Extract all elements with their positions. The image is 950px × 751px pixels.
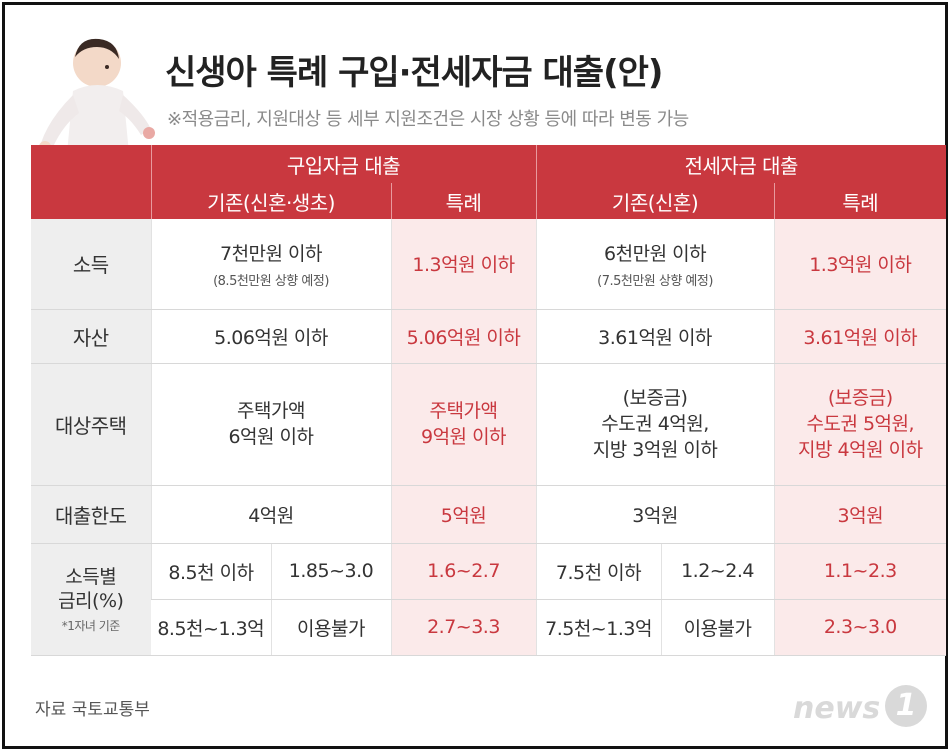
cell-rate2-jeonse-income: 7.5천~1.3억 xyxy=(535,599,662,656)
row-housing: 대상주택 주택가액 6억원 이하 주택가액 9억원 이하 (보증금) 수도권 4… xyxy=(31,363,947,486)
header-jeonse-existing: 기존(신혼) xyxy=(535,183,775,219)
cell-limit-jeonse-special: 3억원 xyxy=(773,485,947,544)
row-rate-2: 8.5천~1.3억 이용불가 2.7~3.3 7.5천~1.3억 이용불가 2.… xyxy=(31,599,947,656)
housing-jeonse-existing-line3: 지방 3억원 이하 xyxy=(592,439,718,461)
cell-rate1-jeonse-rate: 1.2~2.4 xyxy=(660,543,775,600)
loan-comparison-table: 구입자금 대출 전세자금 대출 기존(신혼·생초) 특례 기존(신혼) 특례 소… xyxy=(31,145,947,656)
housing-purchase-existing-line2: 6억원 이하 xyxy=(228,426,314,448)
housing-purchase-special-line1: 주택가액 xyxy=(429,400,498,422)
cell-rate2-jeonse-rate: 이용불가 xyxy=(660,599,775,656)
header-purchase-existing: 기존(신혼·생초) xyxy=(150,183,391,219)
cell-limit-purchase-special: 5억원 xyxy=(390,485,537,544)
housing-jeonse-special-line2: 수도권 5억원, xyxy=(806,413,915,435)
housing-jeonse-special-line1: (보증금) xyxy=(827,387,893,409)
cell-assets-purchase-existing: 5.06억원 이하 xyxy=(150,309,391,364)
row-label-rate: 소득별 금리(%) *1자녀 기준 xyxy=(31,543,151,656)
cell-rate2-purchase-special: 2.7~3.3 xyxy=(390,599,537,656)
cell-assets-jeonse-existing: 3.61억원 이하 xyxy=(535,309,775,364)
cell-rate2-jeonse-special: 2.3~3.0 xyxy=(773,599,947,656)
cell-housing-jeonse-special: (보증금) 수도권 5억원, 지방 4억원 이하 xyxy=(773,363,947,486)
rate-label-line2: 금리(%) xyxy=(58,589,124,612)
cell-limit-purchase-existing: 4억원 xyxy=(150,485,391,544)
cell-rate2-purchase-income: 8.5천~1.3억 xyxy=(151,599,271,656)
cell-rate1-purchase-special: 1.6~2.7 xyxy=(390,543,537,600)
news1-logo-mark: 1 xyxy=(885,685,927,727)
cell-rate1-purchase-rate: 1.85~3.0 xyxy=(270,543,391,600)
news1-logo-word: news xyxy=(793,691,881,726)
cell-assets-jeonse-special: 3.61억원 이하 xyxy=(773,309,947,364)
cell-housing-jeonse-existing: (보증금) 수도권 4억원, 지방 3억원 이하 xyxy=(535,363,775,486)
row-label-limit: 대출한도 xyxy=(31,485,151,544)
rate-label-line1: 소득별 xyxy=(65,565,117,588)
housing-jeonse-existing-line1: (보증금) xyxy=(622,387,688,409)
cell-income-jeonse-special: 1.3억원 이하 xyxy=(773,219,947,310)
cell-rate2-purchase-rate: 이용불가 xyxy=(270,599,391,656)
row-assets: 자산 5.06억원 이하 5.06억원 이하 3.61억원 이하 3.61억원 … xyxy=(31,309,947,364)
cell-rate1-purchase-income: 8.5천 이하 xyxy=(150,543,271,600)
news1-logo: news 1 xyxy=(793,685,933,729)
cell-rate1-jeonse-income: 7.5천 이하 xyxy=(535,543,662,600)
row-income: 소득 7천만원 이하 (8.5천만원 상향 예정) 1.3억원 이하 6천만원 … xyxy=(31,219,947,310)
housing-jeonse-existing-line2: 수도권 4억원, xyxy=(601,413,709,435)
income-jeonse-existing-value: 6천만원 이하 xyxy=(604,242,707,265)
page-subtitle: ※적용금리, 지원대상 등 세부 지원조건은 시장 상황 등에 따라 변동 가능 xyxy=(167,109,689,130)
row-label-income: 소득 xyxy=(31,219,151,310)
income-jeonse-existing-note: (7.5천만원 상향 예정) xyxy=(597,273,713,289)
header-blank xyxy=(31,145,151,183)
header-blank-2 xyxy=(31,183,151,219)
header-purchase: 구입자금 대출 xyxy=(150,145,537,183)
row-rate-1: 소득별 금리(%) *1자녀 기준 8.5천 이하 1.85~3.0 1.6~2… xyxy=(31,543,947,656)
cell-housing-purchase-special: 주택가액 9억원 이하 xyxy=(390,363,537,486)
header-jeonse: 전세자금 대출 xyxy=(535,145,947,183)
header-purchase-special: 특례 xyxy=(390,183,537,219)
cell-income-purchase-special: 1.3억원 이하 xyxy=(390,219,537,310)
cell-assets-purchase-special: 5.06억원 이하 xyxy=(390,309,537,364)
row-label-assets: 자산 xyxy=(31,309,151,364)
cell-limit-jeonse-existing: 3억원 xyxy=(535,485,775,544)
source-credit: 자료 국토교통부 xyxy=(35,700,150,720)
cell-housing-purchase-existing: 주택가액 6억원 이하 xyxy=(150,363,391,486)
header-jeonse-special: 특례 xyxy=(773,183,947,219)
page-title: 신생아 특례 구입·전세자금 대출(안) xyxy=(165,53,663,93)
income-purchase-existing-value: 7천만원 이하 xyxy=(219,242,323,265)
housing-jeonse-special-line3: 지방 4억원 이하 xyxy=(798,439,923,461)
cell-income-purchase-existing: 7천만원 이하 (8.5천만원 상향 예정) xyxy=(150,219,391,310)
housing-purchase-existing-line1: 주택가액 xyxy=(237,400,305,422)
cell-rate1-jeonse-special: 1.1~2.3 xyxy=(773,543,947,600)
income-purchase-existing-note: (8.5천만원 상향 예정) xyxy=(213,273,329,289)
row-limit: 대출한도 4억원 5억원 3억원 3억원 xyxy=(31,485,947,544)
rate-label-note: *1자녀 기준 xyxy=(61,618,121,633)
row-label-housing: 대상주택 xyxy=(31,363,151,486)
housing-purchase-special-line2: 9억원 이하 xyxy=(420,426,507,448)
cell-income-jeonse-existing: 6천만원 이하 (7.5천만원 상향 예정) xyxy=(535,219,775,310)
